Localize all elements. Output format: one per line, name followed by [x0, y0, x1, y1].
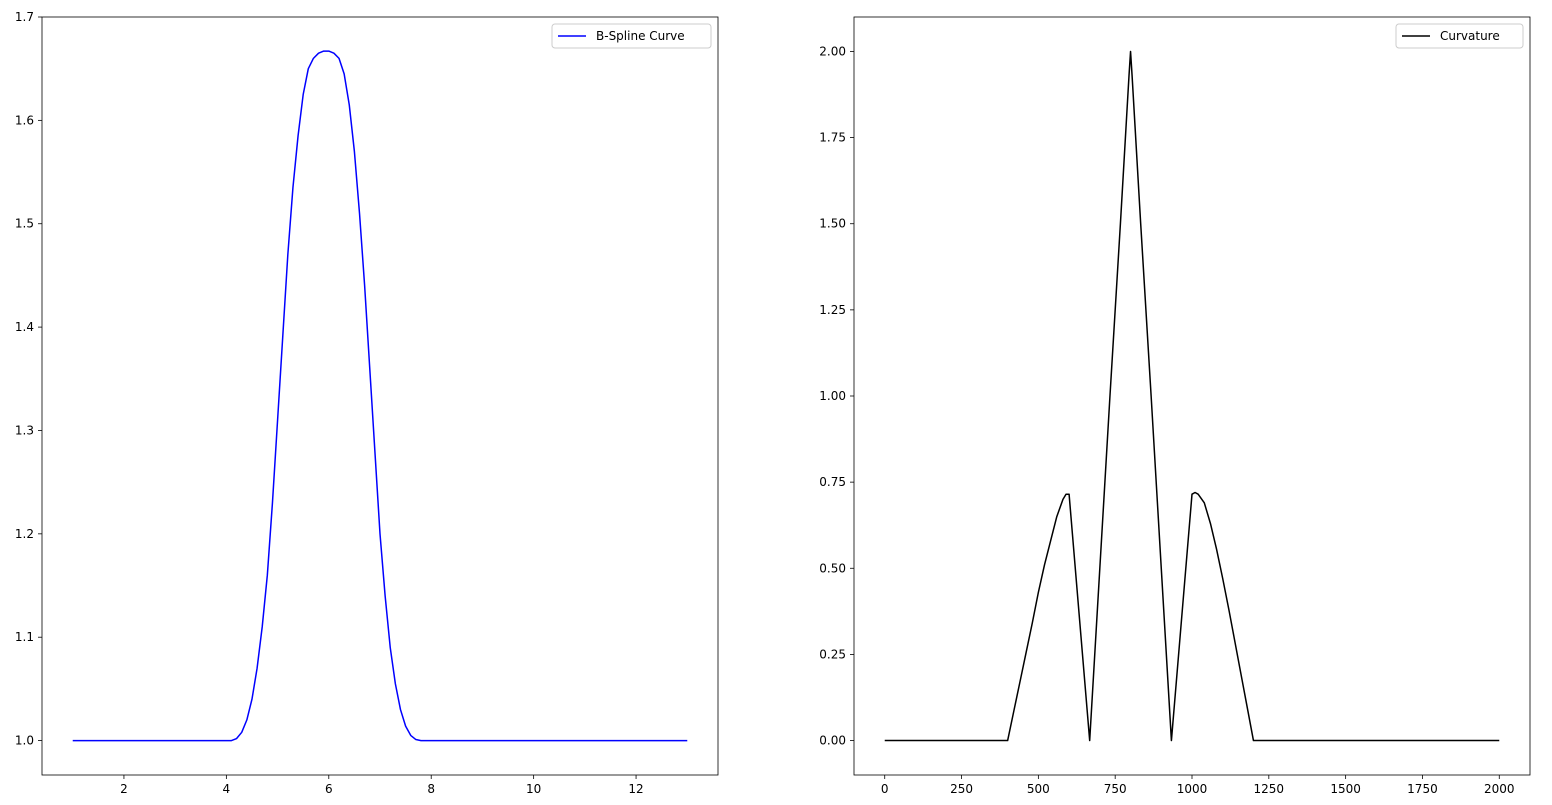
curvature-legend: Curvature — [1395, 23, 1524, 49]
curvature-x-tick-label: 1250 — [1254, 782, 1285, 796]
curvature-y-tick-label: 1.50 — [819, 217, 846, 231]
curvature-legend-label: Curvature — [1440, 29, 1500, 43]
bspline-y-tick-label: 1.0 — [15, 734, 34, 748]
curvature-y-tick-label: 0.50 — [819, 561, 846, 575]
curvature-x-tick-label: 1750 — [1407, 782, 1438, 796]
bspline-y-tick-label: 1.5 — [15, 217, 34, 231]
curvature-x-tick-label: 250 — [950, 782, 973, 796]
curvature-x-tick-label: 0 — [881, 782, 889, 796]
curvature-y-tick-label: 0.00 — [819, 734, 846, 748]
curvature-y-tick-label: 1.25 — [819, 303, 846, 317]
bspline-x-tick-label: 6 — [325, 782, 333, 796]
curvature-y-tick-label: 2.00 — [819, 44, 846, 58]
curvature-y-tick-label: 0.25 — [819, 647, 846, 661]
curvature-y-tick-label: 1.00 — [819, 389, 846, 403]
curvature-x-tick-label: 750 — [1104, 782, 1127, 796]
bspline-y-tick-label: 1.2 — [15, 527, 34, 541]
bspline-legend-box — [551, 23, 712, 49]
curvature-x-tick-label: 1000 — [1177, 782, 1208, 796]
bspline-y-tick-label: 1.4 — [15, 320, 34, 334]
bspline-legend-label: B-Spline Curve — [596, 29, 685, 43]
bspline-y-tick-label: 1.6 — [15, 113, 34, 127]
bspline-x-tick-label: 10 — [526, 782, 541, 796]
bspline-y-tick-label: 1.1 — [15, 630, 34, 644]
bspline-x-tick-label: 2 — [120, 782, 128, 796]
curvature-y-tick-label: 0.75 — [819, 475, 846, 489]
curvature-x-tick-label: 500 — [1027, 782, 1050, 796]
bspline-x-tick-label: 12 — [628, 782, 643, 796]
curvature-axes-frame — [853, 16, 1531, 776]
curvature-legend-box — [1395, 23, 1524, 49]
bspline-y-tick-label: 1.3 — [15, 423, 34, 437]
bspline-axes-frame — [41, 16, 719, 776]
bspline-legend: B-Spline Curve — [551, 23, 712, 49]
curvature-x-tick-label: 1500 — [1330, 782, 1361, 796]
curvature-x-tick-label: 2000 — [1484, 782, 1515, 796]
bspline-x-tick-label: 8 — [427, 782, 435, 796]
curvature-plot: 0 250 500 750 1000 1250 1500 1750 2000 0.00 0.25 0.… — [819, 16, 1531, 796]
curvature-y-tick-label: 1.75 — [819, 131, 846, 145]
bspline-x-tick-label: 4 — [223, 782, 231, 796]
curvature-series-line — [884, 50, 1500, 742]
bspline-plot: 2 4 6 8 10 12 1.0 1.1 1.2 1.3 1.4 1.5 1.6 1.7 B-Spline… — [15, 10, 719, 796]
bspline-series-line — [72, 50, 688, 742]
bspline-y-tick-label: 1.7 — [15, 10, 34, 24]
